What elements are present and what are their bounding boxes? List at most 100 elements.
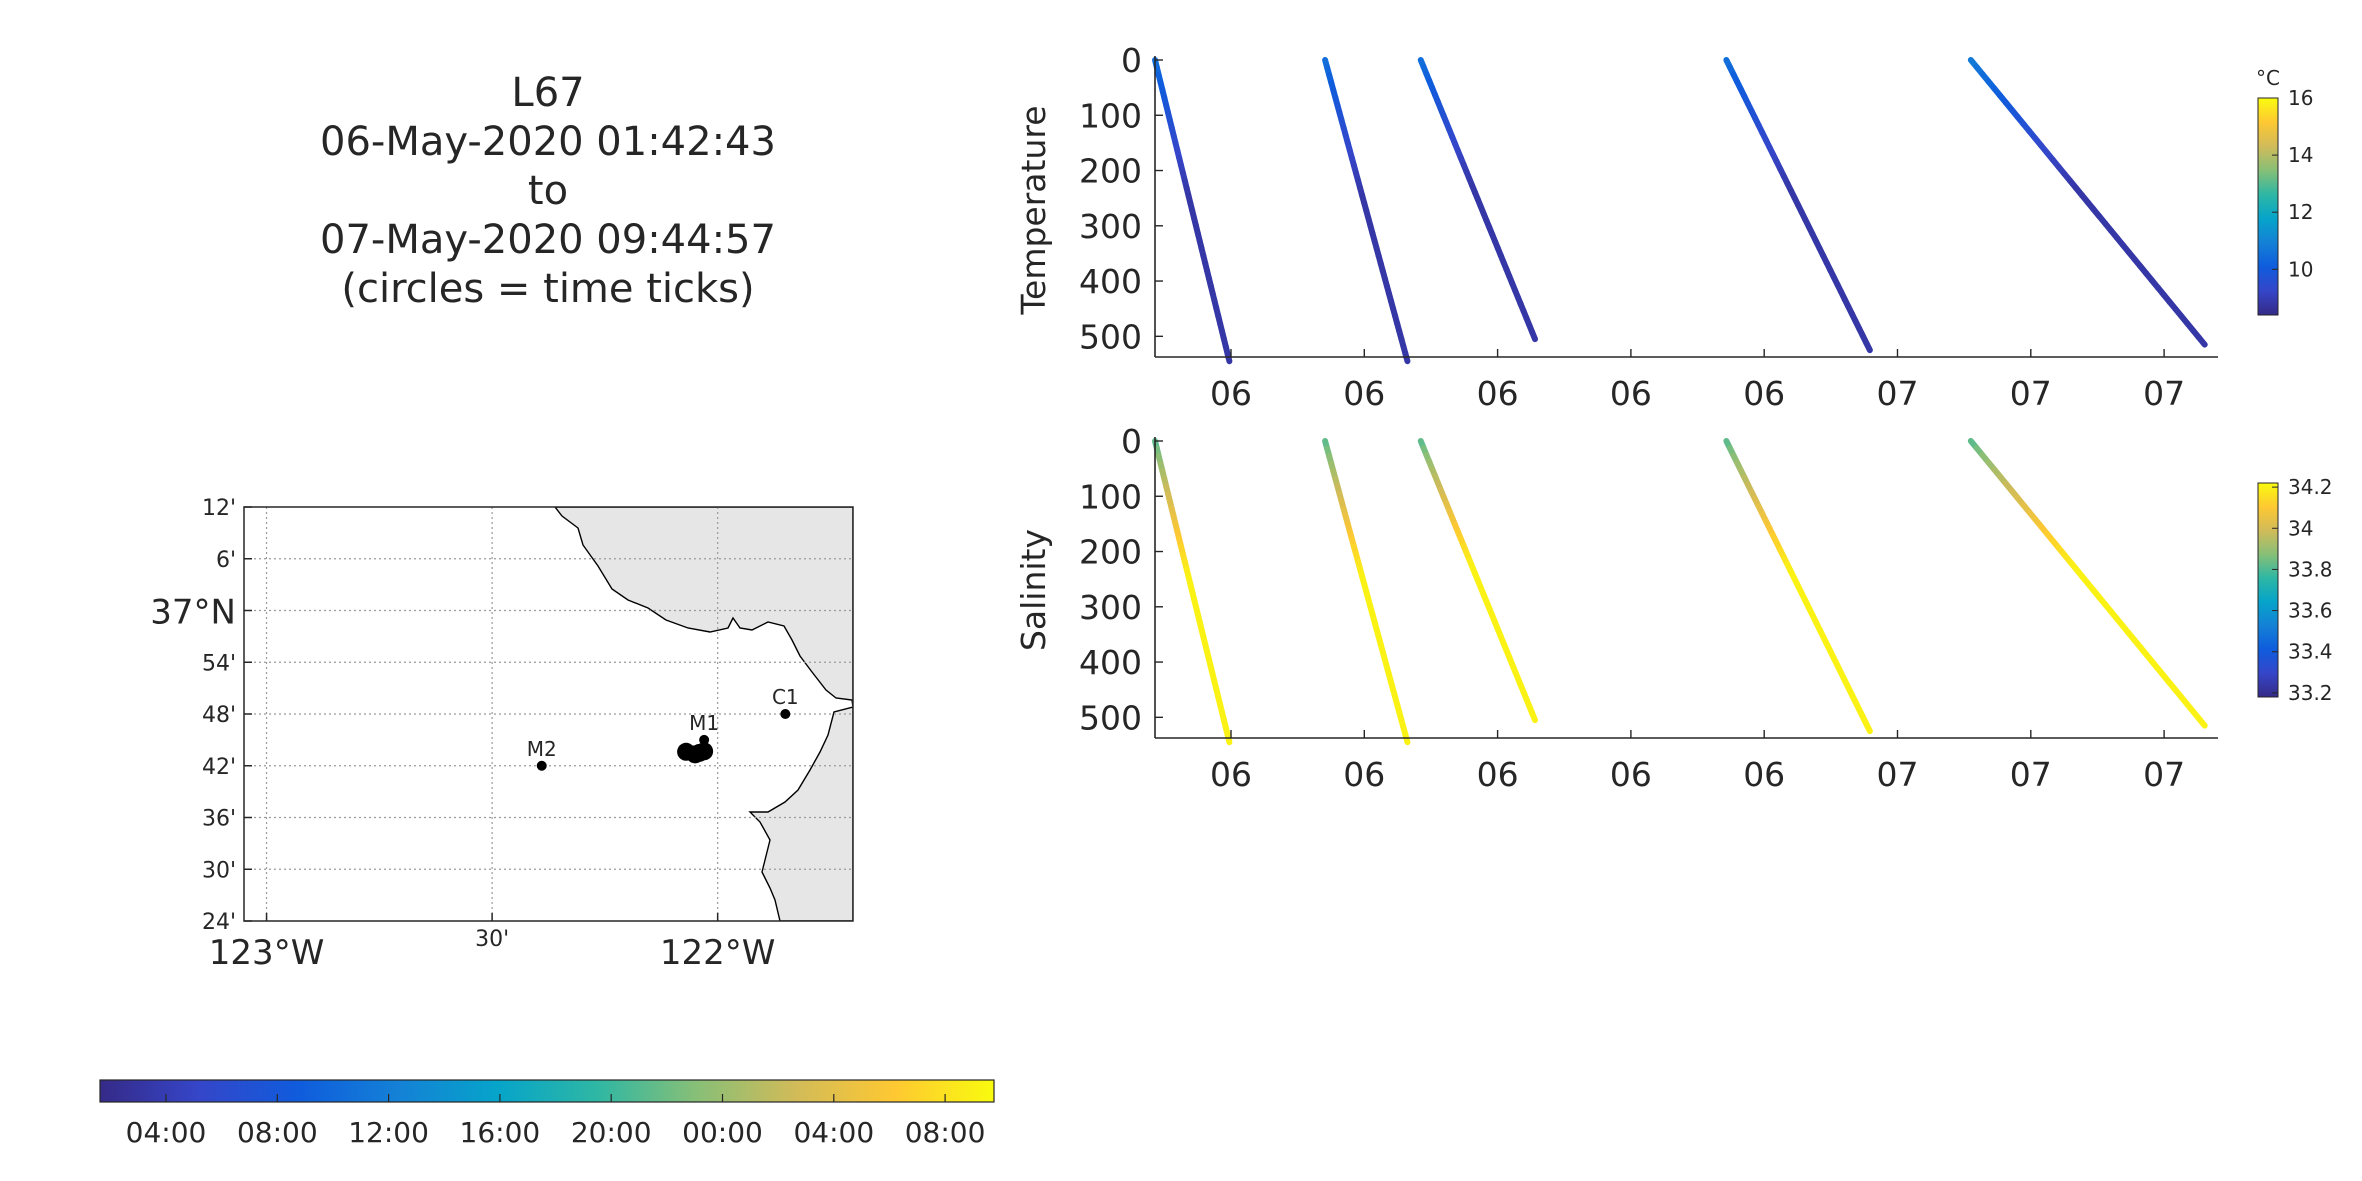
colorbar-tick-label: 10	[2288, 257, 2313, 281]
map-tick-labels: 12' 6' 37°N 54' 48' 42' 36' 30' 24'123°W 30' 122°W	[150, 496, 775, 973]
salinity-colorbar-gradient	[2257, 482, 2279, 698]
x-tick-label: 06	[1477, 374, 1519, 413]
salinity-colorbar: 33.2 33.4 33.6 33.8 34 34.2	[2257, 475, 2333, 705]
map-panel: 12' 6' 37°N 54' 48' 42' 36' 30' 24'123°W 30' 122°W…	[150, 496, 854, 973]
y-tick-label: 100	[1079, 477, 1142, 516]
station-label: M1	[689, 711, 719, 735]
time-colorbar-label: 20:00	[571, 1116, 652, 1149]
profile-segment	[1529, 710, 1539, 724]
glider-track	[677, 742, 714, 764]
y-tick-label: 400	[1079, 643, 1142, 682]
colorbar-tick-label: 12	[2288, 200, 2313, 224]
map-lat-label: 12'	[202, 496, 236, 521]
profile-segment	[2195, 715, 2208, 729]
land-area	[554, 507, 853, 921]
salinity-axes: 0 100 200 300 400 500 06 06 06 06 06 07 07 07	[1079, 422, 2218, 794]
x-tick-label: 06	[1343, 755, 1385, 794]
map-gridlines	[244, 507, 853, 921]
title-block: L67 06-May-2020 01:42:43 to 07-May-2020 …	[320, 70, 776, 312]
y-tick-label: 0	[1121, 422, 1142, 461]
time-colorbar-label: 04:00	[126, 1116, 207, 1149]
temperature-colorbar-unit: °C	[2256, 66, 2280, 90]
time-colorbar-gradient	[99, 1079, 995, 1103]
colorbar-tick-label: 16	[2288, 86, 2313, 110]
x-tick-label: 07	[2010, 374, 2052, 413]
profile-segment	[1863, 720, 1873, 735]
x-tick-label: 07	[2143, 374, 2185, 413]
salinity-ylabel: Salinity	[1014, 529, 1053, 651]
temperature-ylabel: Temperature	[1014, 105, 1053, 315]
y-tick-label: 300	[1079, 207, 1142, 246]
map-lon-label: 122°W	[660, 933, 776, 973]
colorbar-tick-label: 33.6	[2288, 599, 2333, 623]
colorbar-tick-label: 34	[2288, 516, 2313, 540]
colorbar-tick-label: 34.2	[2288, 475, 2333, 499]
map-lat-label: 48'	[202, 703, 236, 728]
y-tick-label: 0	[1121, 41, 1142, 80]
y-tick-label: 500	[1079, 317, 1142, 356]
x-tick-label: 06	[1743, 374, 1785, 413]
title-line-5: (circles = time ticks)	[341, 266, 754, 312]
x-tick-label: 07	[1877, 374, 1919, 413]
time-colorbar-label: 16:00	[460, 1116, 541, 1149]
temperature-panel: Temperature 0 100 200 300 400 500 06 06 06 06 06 07…	[1014, 41, 2313, 413]
time-colorbar-ticks: 04:00 08:00 12:00 16:00 20:00 00:00 04:00 08:00	[126, 1094, 986, 1149]
title-line-2: 06-May-2020 01:42:43	[320, 119, 776, 165]
temperature-colorbar: °C 10 12 14 16	[2256, 66, 2313, 316]
x-tick-label: 07	[1877, 755, 1919, 794]
time-colorbar-label: 08:00	[905, 1116, 986, 1149]
station-marker	[699, 734, 710, 745]
station-markers: M2 M1 C1	[527, 685, 799, 771]
time-colorbar: 04:00 08:00 12:00 16:00 20:00 00:00 04:00 08:00	[99, 1079, 995, 1149]
station-label: C1	[772, 685, 799, 709]
temperature-colorbar-gradient	[2257, 97, 2279, 316]
title-line-4: 07-May-2020 09:44:57	[320, 217, 776, 263]
profile-segment	[1863, 339, 1873, 354]
glider-track-point	[695, 742, 714, 761]
colorbar-tick-label: 14	[2288, 143, 2313, 167]
y-tick-label: 200	[1079, 533, 1142, 572]
temperature-profiles	[1152, 57, 2208, 365]
time-colorbar-label: 08:00	[237, 1116, 318, 1149]
time-colorbar-label: 00:00	[682, 1116, 763, 1149]
station-marker	[780, 709, 791, 719]
y-tick-label: 300	[1079, 588, 1142, 627]
time-colorbar-label: 12:00	[348, 1116, 429, 1149]
map-lat-label: 24'	[202, 910, 236, 935]
station-label: M2	[527, 737, 557, 761]
title-line-1: L67	[511, 70, 584, 116]
y-tick-label: 400	[1079, 262, 1142, 301]
title-line-3: to	[528, 168, 568, 214]
map-lat-label: 30'	[202, 858, 236, 883]
y-tick-label: 200	[1079, 152, 1142, 191]
x-tick-label: 06	[1477, 755, 1519, 794]
x-tick-label: 06	[1210, 374, 1252, 413]
x-tick-label: 07	[2010, 755, 2052, 794]
map-lon-label: 30'	[475, 927, 509, 952]
x-tick-label: 06	[1210, 755, 1252, 794]
colorbar-tick-label: 33.8	[2288, 557, 2333, 581]
time-colorbar-label: 04:00	[793, 1116, 874, 1149]
x-tick-label: 06	[1343, 374, 1385, 413]
x-tick-label: 06	[1743, 755, 1785, 794]
colorbar-tick-label: 33.2	[2288, 681, 2333, 705]
map-lat-label: 42'	[202, 755, 236, 780]
y-tick-label: 100	[1079, 96, 1142, 135]
map-lat-label: 37°N	[150, 593, 236, 633]
map-lat-label: 36'	[202, 807, 236, 832]
x-tick-label: 07	[2143, 755, 2185, 794]
profile-segment	[1529, 329, 1539, 343]
x-tick-label: 06	[1610, 755, 1652, 794]
map-lon-label: 123°W	[209, 933, 325, 973]
y-tick-label: 500	[1079, 698, 1142, 737]
map-lat-label: 54'	[202, 651, 236, 676]
station-marker	[536, 760, 547, 771]
temperature-axes: 0 100 200 300 400 500 06 06 06 06 06 07 07 07	[1079, 41, 2218, 413]
profile-segment	[2195, 334, 2208, 348]
salinity-profiles	[1152, 438, 2208, 746]
x-tick-label: 06	[1610, 374, 1652, 413]
map-lat-label: 6'	[216, 548, 236, 573]
colorbar-tick-label: 33.4	[2288, 640, 2333, 664]
